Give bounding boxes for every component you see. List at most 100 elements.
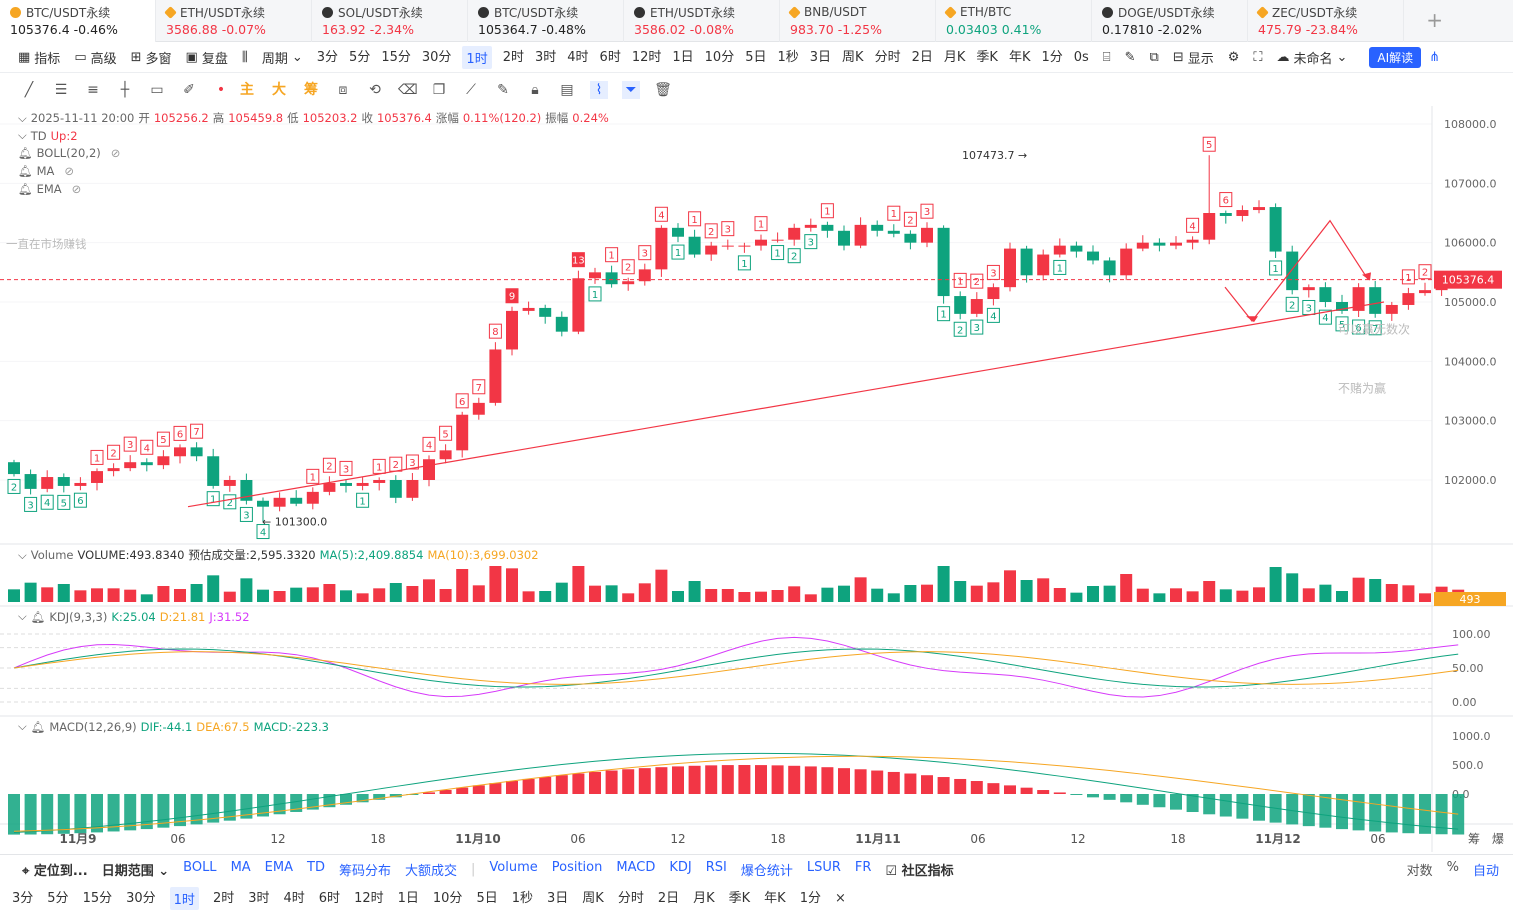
bottom-period-月K[interactable]: 月K [693,890,715,906]
period-dropdown[interactable]: 周期 ⌄ [261,50,303,67]
trend-line-drawing[interactable] [187,301,1385,508]
sub-indicator-Volume[interactable]: Volume [489,860,538,875]
indicator-MA[interactable]: MA [230,860,251,875]
cloud-layout-button[interactable]: ☁ 未命名 ⌄ [1276,50,1348,67]
period-1分[interactable]: 1分 [1041,50,1063,65]
gear-icon[interactable]: ⚙ [1227,50,1240,65]
bottom-period-1时[interactable]: 1时 [169,886,199,910]
close-icon[interactable]: × [834,890,846,906]
fullscreen-icon[interactable]: ⛶ [1253,50,1263,65]
period-季K[interactable]: 季K [976,50,998,65]
indicator-TD[interactable]: TD [307,860,325,875]
period-3时[interactable]: 3时 [534,50,557,65]
td-legend[interactable]: ⌵ TD Up:2 [18,128,78,143]
pen-icon[interactable]: ✐ [183,82,195,98]
legend-toggle-icon[interactable]: ⌵ [18,128,27,142]
period-5日[interactable]: 5日 [745,50,767,65]
legend-toggle-icon[interactable]: ⌵ [18,110,27,125]
multi-window-button[interactable]: ⊞ 多窗 [130,50,172,67]
sub-indicator-MACD[interactable]: MACD [616,860,656,875]
forecast-arrow-drawing[interactable] [1224,219,1369,322]
bottom-period-6时[interactable]: 6时 [318,890,341,906]
indicator-button[interactable]: ▦ 指标 [18,50,61,67]
draw-active-icon[interactable]: ⌇ [590,81,608,99]
channel-icon[interactable]: ≡ [87,82,99,98]
edit-icon[interactable]: ✎ [1124,50,1136,65]
period-12时[interactable]: 12时 [631,50,662,65]
main-indicator-button[interactable]: 主 [240,82,254,98]
trendline-icon[interactable]: ╱ [24,82,34,98]
indicator-EMA[interactable]: EMA [264,860,293,875]
bottom-period-3分[interactable]: 3分 [12,890,34,906]
eye-off-icon[interactable]: ⊘ [110,146,121,160]
bottom-period-2日[interactable]: 2日 [657,890,680,906]
filter-icon[interactable]: ⏷ [622,81,640,99]
note-icon[interactable]: ▤ [560,82,574,98]
chart-type-button[interactable]: ⫼ [242,50,248,65]
chip-button[interactable]: 筹 [304,82,318,98]
advanced-button[interactable]: ▭ 高级 [74,50,117,67]
scale-自动[interactable]: 自动 [1472,864,1499,879]
community-indicators-button[interactable]: ☑ 社区指标 [885,864,954,879]
ruler-icon[interactable]: ⟋ [466,82,476,98]
locate-button[interactable]: ⌖ 定位到... [22,864,88,879]
axis-corner-label[interactable]: 筹 [1468,832,1480,846]
period-周K[interactable]: 周K [842,50,864,65]
symbol-tab[interactable]: SOL/USDT永续 163.92 -2.34% [312,0,468,42]
axis-corner-label[interactable]: 爆 [1492,832,1504,846]
period-1秒[interactable]: 1秒 [777,50,799,65]
bottom-period-周K[interactable]: 周K [582,890,604,906]
bottom-period-3时[interactable]: 3时 [248,890,270,906]
period-1日[interactable]: 1日 [672,50,694,65]
symbol-tab[interactable]: ETH/USDT永续 3586.88 -0.07% [156,0,312,42]
period-3日[interactable]: 3日 [809,50,832,65]
legend-toggle-icon[interactable]: ⌵ [18,719,27,733]
scale-对数[interactable]: 对数 [1406,864,1433,879]
period-3分[interactable]: 3分 [316,50,339,65]
period-2时[interactable]: 2时 [502,50,524,65]
sub-indicator-LSUR[interactable]: LSUR [806,860,841,875]
legend-toggle-icon[interactable]: ⌵ [18,609,27,623]
symbol-tab[interactable]: ZEC/USDT永续 475.79 -23.84% [1248,0,1404,42]
camera-icon[interactable]: ⌸ [1102,50,1111,65]
eye-off-icon[interactable]: ⊘ [64,164,75,178]
replay-button[interactable]: ▣ 复盘 [185,50,228,67]
copy-icon[interactable]: ❐ [432,82,446,98]
date-range-dropdown[interactable]: 日期范围 ⌄ [101,864,170,879]
period-10分[interactable]: 10分 [704,50,735,65]
volume-legend[interactable]: ⌵ Volume VOLUME:493.8340 预估成交量:2,595.3320… [18,547,539,563]
big-order-button[interactable]: 大 [272,82,286,98]
ema-legend[interactable]: 🔔︎ EMA ⊘ [18,182,82,196]
symbol-tab[interactable]: BNB/USDT 983.70 -1.25% [780,0,936,42]
symbol-tab[interactable]: BTC/USDT永续 105376.4 -0.46% [0,0,156,42]
lock-icon[interactable]: 🔒︎ [531,82,539,98]
period-分时[interactable]: 分时 [874,50,901,65]
symbol-tab[interactable]: BTC/USDT永续 105364.7 -0.48% [468,0,624,42]
bottom-period-4时[interactable]: 4时 [283,890,305,906]
bottom-period-季K[interactable]: 季K [728,890,751,906]
ma-legend[interactable]: 🔔︎ MA ⊘ [18,164,75,178]
period-30分[interactable]: 30分 [421,50,452,65]
period-1时[interactable]: 1时 [462,46,492,69]
symbol-tab[interactable]: DOGE/USDT永续 0.17810 -2.02% [1092,0,1248,42]
display-button[interactable]: ⊟ 显示 [1172,50,1214,67]
bottom-period-15分[interactable]: 15分 [82,890,113,906]
chart-area[interactable]: 108000.0 107000.0 106000.0 105000.0 104000.0… [0,106,1513,852]
boll-legend[interactable]: 🔔︎ BOLL(20,2) ⊘ [18,146,121,160]
symbol-tab[interactable]: ETH/USDT永续 3586.02 -0.08% [624,0,780,42]
eraser-icon[interactable]: ⌫ [398,82,418,98]
period-5分[interactable]: 5分 [349,50,371,65]
magnet-icon[interactable]: ⟲ [369,82,381,98]
brush-icon[interactable]: ✎ [497,82,509,98]
period-4时[interactable]: 4时 [567,50,589,65]
indicator-筹码分布[interactable]: 筹码分布 [338,864,391,879]
indicator-BOLL[interactable]: BOLL [183,860,217,875]
bottom-period-1秒[interactable]: 1秒 [511,890,533,906]
add-tab-button[interactable]: + [1426,8,1443,32]
eye-off-icon[interactable]: ⊘ [71,182,82,196]
bottom-period-30分[interactable]: 30分 [126,890,156,906]
sub-indicator-Position[interactable]: Position [551,860,603,875]
period-年K[interactable]: 年K [1008,50,1031,65]
symbol-tab[interactable]: ETH/BTC 0.03403 0.41% [936,0,1092,42]
bottom-period-5分[interactable]: 5分 [47,890,69,906]
